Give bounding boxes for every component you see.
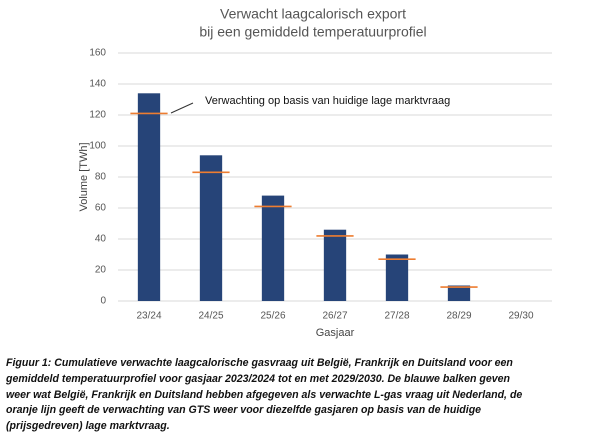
- annotation-leader: [170, 102, 194, 114]
- bar: [199, 155, 223, 301]
- x-tick-label: 28/29: [446, 311, 471, 322]
- caption-line: (prijsgedreven) lage marktvraag.: [6, 420, 170, 433]
- caption-line: Figuur 1: Cumulatieve verwachte laagcalo…: [6, 357, 513, 369]
- y-tick-label: 0: [100, 296, 106, 307]
- y-tick-label: 80: [95, 172, 107, 183]
- bar: [323, 229, 347, 301]
- x-tick-label: 27/28: [384, 311, 409, 322]
- x-tick-label: 24/25: [198, 311, 223, 322]
- y-tick-label: 160: [89, 48, 106, 59]
- y-tick-label: 100: [89, 141, 106, 152]
- chart-subtitle: bij een gemiddeld temperatuurprofiel: [199, 24, 426, 40]
- x-tick-label: 23/24: [136, 311, 161, 322]
- y-tick-label: 60: [95, 203, 107, 214]
- x-tick-label: 29/30: [508, 311, 533, 322]
- x-tick-label: 26/27: [322, 311, 347, 322]
- chart: Verwacht laagcalorisch export bij een ge…: [78, 6, 552, 339]
- bar: [261, 195, 285, 301]
- bar: [447, 285, 471, 301]
- y-tick-label: 120: [89, 110, 106, 121]
- y-tick-label: 20: [95, 265, 107, 276]
- annotation: Verwachting op basis van huidige lage ma…: [205, 95, 450, 107]
- bar: [137, 93, 161, 301]
- y-tick-label: 40: [95, 234, 107, 245]
- bar: [385, 254, 409, 301]
- x-axis-label: Gasjaar: [316, 327, 355, 339]
- y-axis-label: Volume [TWh]: [78, 142, 90, 211]
- chart-title: Verwacht laagcalorisch export: [220, 6, 406, 22]
- caption-line: weer wat België, Frankrijk en Duitsland …: [6, 388, 523, 401]
- x-tick-label: 25/26: [260, 311, 285, 322]
- caption-line: gemiddeld temperatuurprofiel voor gasjaa…: [6, 372, 510, 385]
- y-tick-label: 140: [89, 79, 106, 90]
- caption-line: oranje lijn geeft de verwachting van GTS…: [6, 404, 482, 417]
